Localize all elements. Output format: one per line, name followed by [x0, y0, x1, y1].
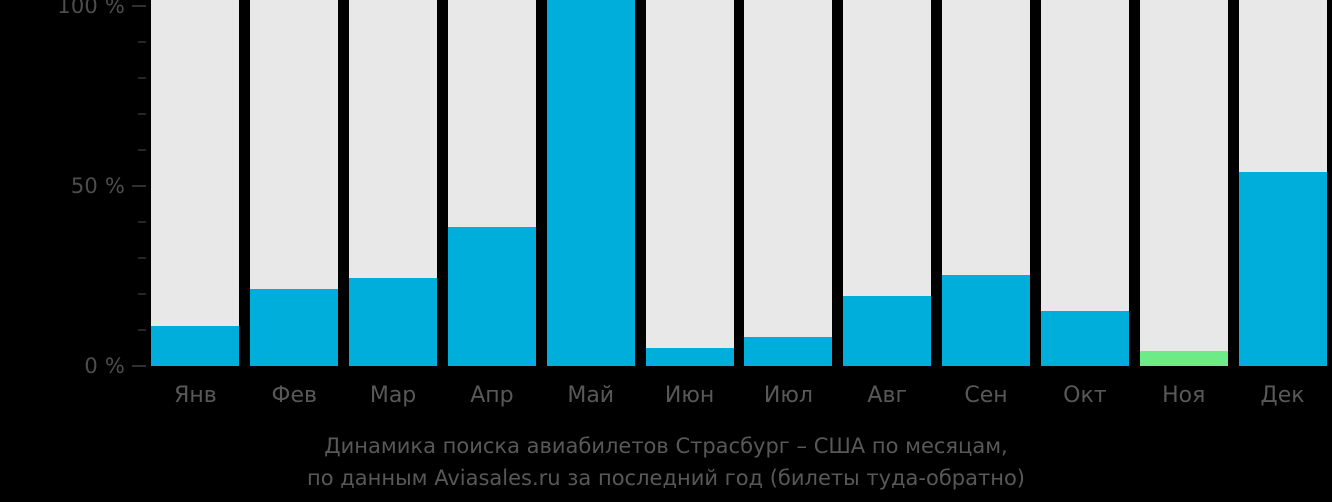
bar-track	[1139, 0, 1228, 366]
bar-track	[151, 0, 240, 366]
bar-track	[250, 0, 339, 366]
x-axis-label-дек: Дек	[1260, 383, 1305, 408]
bar-column[interactable]	[937, 0, 1036, 366]
x-axis-label-мар: Мар	[369, 383, 417, 408]
bar-track	[1238, 0, 1327, 366]
y-axis-tick-label: 0 %	[84, 353, 125, 378]
y-axis-tick-mark	[132, 5, 146, 7]
plot-area	[146, 0, 1332, 366]
bar-track	[843, 0, 932, 366]
x-axis-label-апр: Апр	[470, 383, 514, 408]
bar-column[interactable]	[640, 0, 739, 366]
x-axis: Янв Фев Мар Апр Май Июн Июл Авг Сен Окт Ноя Дек	[146, 378, 1332, 414]
x-axis-label-окт: Окт	[1063, 383, 1107, 408]
bar-column[interactable]	[739, 0, 838, 366]
bar-column[interactable]	[1134, 0, 1233, 366]
bar-column[interactable]	[1035, 0, 1134, 366]
x-axis-label-сен: Сен	[964, 383, 1008, 408]
bar-fill	[546, 0, 635, 366]
bar-fill	[1139, 351, 1228, 366]
x-axis-label-май: Май	[567, 383, 615, 408]
y-axis-tick-mark	[138, 293, 146, 295]
bar-fill	[349, 278, 438, 366]
x-axis-label-июн: Июн	[664, 383, 715, 408]
y-axis-tick-label: 50 %	[70, 173, 125, 198]
bar-fill	[645, 347, 734, 366]
bar-column[interactable]	[245, 0, 344, 366]
y-axis-tick-label: 100 %	[57, 0, 125, 18]
chart-caption: Динамика поиска авиабилетов Страсбург – …	[0, 430, 1332, 494]
bar-track	[546, 0, 635, 366]
bar-column[interactable]	[541, 0, 640, 366]
bar-track	[349, 0, 438, 366]
bar-fill	[250, 289, 339, 366]
bar-track	[447, 0, 536, 366]
bar-column[interactable]	[146, 0, 245, 366]
bar-track	[645, 0, 734, 366]
x-axis-label-авг: Авг	[867, 383, 907, 408]
y-axis-tick-mark	[138, 113, 146, 115]
y-axis-tick-mark	[138, 329, 146, 331]
y-axis-tick-mark	[138, 149, 146, 151]
bar-fill	[1040, 311, 1129, 366]
bar-fill	[447, 226, 536, 366]
x-axis-label-ноя: Ноя	[1162, 383, 1206, 408]
bar-track	[1040, 0, 1129, 366]
bar-column[interactable]	[838, 0, 937, 366]
y-axis-tick-mark	[132, 185, 146, 187]
x-axis-label-янв: Янв	[174, 383, 217, 408]
y-axis-tick-mark	[138, 41, 146, 43]
bar-track	[942, 0, 1031, 366]
bar-column[interactable]	[344, 0, 443, 366]
bar-track	[744, 0, 833, 366]
x-axis-label-фев: Фев	[271, 383, 317, 408]
bar-fill	[843, 296, 932, 366]
bar-fill	[744, 336, 833, 366]
bar-fill	[1238, 172, 1327, 366]
bar-column[interactable]	[1233, 0, 1332, 366]
y-axis: 100 % 50 % 0 %	[0, 0, 146, 376]
y-axis-tick-mark	[138, 77, 146, 79]
bar-fill	[942, 274, 1031, 366]
x-axis-label-июл: Июл	[763, 383, 813, 408]
caption-line-2: по данным Aviasales.ru за последний год …	[307, 466, 1025, 490]
bar-fill	[151, 325, 240, 366]
y-axis-tick-mark	[138, 257, 146, 259]
bar-column[interactable]	[442, 0, 541, 366]
y-axis-tick-mark	[132, 365, 146, 367]
caption-line-1: Динамика поиска авиабилетов Страсбург – …	[324, 434, 1008, 458]
y-axis-tick-mark	[138, 221, 146, 223]
